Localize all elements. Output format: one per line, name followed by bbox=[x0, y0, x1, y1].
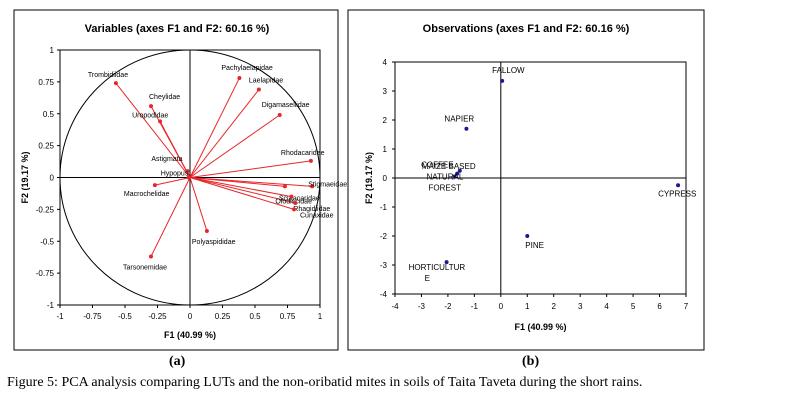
y-tick-label: 0.75 bbox=[38, 78, 54, 87]
loading-vector bbox=[189, 177, 208, 232]
variable-label: Laelapidae bbox=[249, 78, 283, 85]
variable-point bbox=[308, 158, 313, 163]
variable-point bbox=[289, 194, 294, 199]
variable-label: Cheylidae bbox=[149, 94, 180, 101]
y-axis-label: F2 (19.17 %) bbox=[20, 151, 30, 203]
variable-label: Scutacaridae bbox=[279, 195, 320, 202]
variable-point bbox=[256, 87, 261, 92]
variable-point bbox=[149, 254, 153, 259]
variable-point bbox=[113, 81, 118, 86]
variable-point bbox=[237, 76, 242, 81]
loading-vector bbox=[189, 177, 313, 187]
variable-point bbox=[310, 184, 315, 189]
variable-point bbox=[186, 175, 191, 180]
figure-caption: Figure 5: PCA analysis comparing LUTs an… bbox=[7, 375, 643, 390]
variable-point bbox=[152, 183, 157, 188]
loading-vector bbox=[189, 177, 295, 210]
y-tick-label: 0 bbox=[50, 174, 55, 183]
variable-label: Rhodacaridae bbox=[281, 150, 325, 157]
x-tick-label: -0.75 bbox=[83, 312, 102, 321]
variable-point bbox=[293, 201, 298, 205]
variable-label: Astigmata bbox=[151, 156, 182, 163]
y-tick-label: 1 bbox=[50, 46, 55, 55]
loading-vector bbox=[159, 121, 191, 178]
variable-point bbox=[158, 119, 163, 124]
loading-vector bbox=[189, 114, 280, 178]
chart-a-title: Variables (axes F1 and F2: 60.16 %) bbox=[85, 23, 270, 35]
variable-label: Macrochelidae bbox=[124, 191, 170, 198]
variable-label: Hypopus bbox=[161, 171, 189, 178]
y-tick-label: 0.5 bbox=[43, 110, 55, 119]
loading-vector bbox=[189, 177, 292, 198]
y-tick-label: 0.25 bbox=[38, 142, 54, 151]
x-tick-label: -1 bbox=[56, 312, 64, 321]
y-tick-label: -0.5 bbox=[40, 237, 54, 246]
panel-b-label: (b) bbox=[522, 354, 540, 369]
variable-label: Rhagidiidae bbox=[293, 206, 330, 213]
loading-vector bbox=[189, 177, 296, 204]
variable-point bbox=[292, 207, 296, 212]
variable-point bbox=[204, 229, 209, 234]
variable-label: Trombidiidae bbox=[88, 72, 128, 79]
y-tick-label: -1 bbox=[47, 301, 55, 310]
x-tick-label: 0.25 bbox=[215, 312, 231, 321]
loading-vector bbox=[189, 89, 260, 178]
loading-vector bbox=[154, 177, 191, 186]
variable-label: Cunaxidae bbox=[300, 212, 334, 219]
variable-label: Pachylaelapidae bbox=[221, 65, 272, 72]
y-tick-label: -0.75 bbox=[36, 269, 55, 278]
variable-label: Polyaspididae bbox=[192, 239, 236, 246]
panel-a-label: (a) bbox=[169, 354, 186, 369]
variable-point bbox=[277, 113, 282, 118]
x-tick-label: 0.5 bbox=[249, 312, 261, 321]
x-tick-label: -0.25 bbox=[148, 312, 167, 321]
x-tick-label: -0.5 bbox=[118, 312, 132, 321]
x-axis-label: F1 (40.99 %) bbox=[164, 330, 216, 340]
x-tick-label: 0.75 bbox=[280, 312, 296, 321]
loading-vector bbox=[189, 77, 240, 178]
variable-label: Uropodidae bbox=[132, 112, 168, 119]
loading-vector bbox=[189, 160, 311, 178]
variable-label: Tarsonemidae bbox=[123, 265, 167, 272]
variable-point bbox=[185, 169, 190, 174]
panel-a-frame bbox=[13, 9, 339, 351]
loading-vector bbox=[150, 177, 191, 257]
y-tick-label: -0.25 bbox=[36, 205, 55, 214]
variable-label: Digamasellidae bbox=[262, 102, 310, 109]
x-tick-label: 0 bbox=[188, 312, 193, 321]
variable-label: Stigmaeidae bbox=[308, 181, 347, 188]
variable-point bbox=[149, 104, 153, 109]
variable-point bbox=[282, 184, 287, 189]
x-tick-label: 1 bbox=[318, 312, 323, 321]
loading-vector bbox=[115, 82, 191, 178]
